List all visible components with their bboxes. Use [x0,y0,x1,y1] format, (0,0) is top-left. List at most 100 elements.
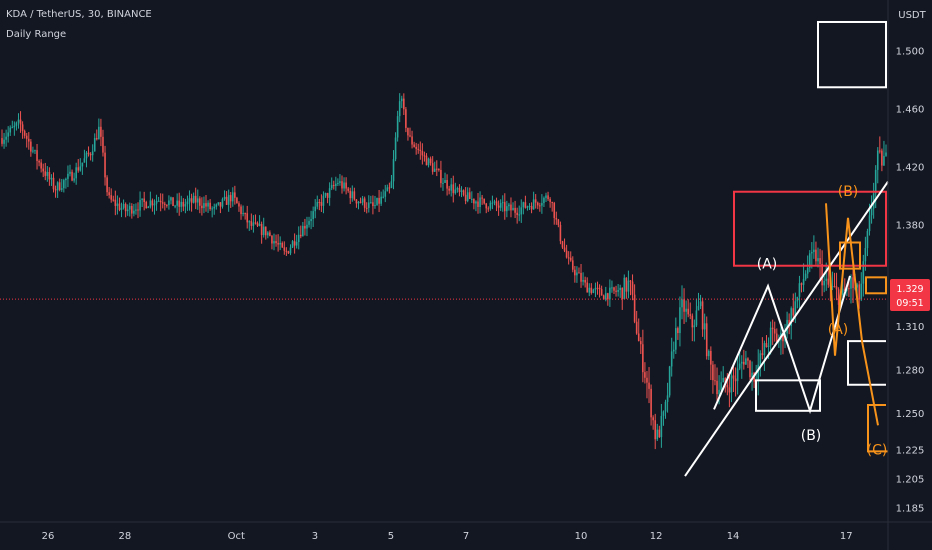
wave-path-white[interactable] [713,275,851,415]
candle [444,172,446,183]
indicator-label[interactable]: Daily Range [6,29,67,40]
candle [170,196,172,205]
candle [126,204,129,216]
candle [365,202,368,214]
candle [299,225,302,239]
candle [808,250,811,273]
orange-box-c[interactable] [867,404,888,453]
candle [850,274,852,304]
candle [180,195,183,213]
candle [497,200,500,216]
drawings-layer[interactable]: (A) (B) (B) (A) (C) [684,20,889,477]
candle [454,182,457,195]
candle [761,337,764,360]
candle [227,189,230,212]
candle [394,132,397,162]
candle [466,187,469,203]
candle [714,364,716,386]
candle [112,195,115,202]
candle [234,185,236,205]
orange-box-right[interactable] [865,276,887,295]
wave-label[interactable]: (C) [867,442,888,458]
price-tick-label: 1.185 [896,504,925,515]
target-zone[interactable] [817,20,887,89]
candle [551,201,553,212]
candle [802,263,805,292]
candle [302,221,304,237]
candle [314,199,317,219]
candle [3,132,5,149]
symbol-title[interactable]: KDA / TetherUS, 30, BINANCE [6,9,152,20]
price-tick-label: 1.310 [896,322,925,333]
candle [277,234,279,252]
candle [475,200,477,212]
candle [11,120,14,129]
candle [658,425,661,438]
candle [295,234,298,249]
candle [588,283,591,297]
candle [357,200,360,210]
candle [310,210,312,230]
candle [481,194,483,205]
price-tick-label: 1.500 [896,47,925,58]
trend-line[interactable] [684,181,889,477]
candle [326,192,329,204]
candle [36,143,38,170]
candle [46,166,49,182]
candle [102,129,104,157]
candle [285,247,288,256]
candle [120,202,123,218]
candle [196,189,199,210]
candle [703,313,706,340]
candle [359,197,362,204]
candle [324,192,327,198]
candle [104,145,106,186]
candle [532,191,535,210]
wave-label[interactable]: (A) [828,322,849,338]
candle [879,136,881,154]
candle [607,292,609,306]
candle [13,121,16,136]
candle [604,286,607,302]
candle [831,271,834,291]
candle [431,156,434,175]
candle [697,292,700,311]
wave-b-zone[interactable] [755,379,821,412]
candle [557,218,560,228]
wave-path-orange[interactable] [825,203,879,426]
candle [75,162,77,185]
support-zone[interactable] [847,340,886,386]
candle [400,95,403,109]
resistance-zone[interactable] [733,190,887,267]
candle [662,410,665,426]
candle [254,214,257,225]
candle [567,251,570,265]
candle [495,197,498,212]
wave-label[interactable]: (B) [801,428,822,444]
candle [186,195,189,211]
candle [675,317,677,354]
candle [65,177,67,189]
orange-box-b[interactable] [839,241,861,270]
candle [252,215,255,233]
wave-label[interactable]: (A) [757,257,778,273]
candle [503,193,506,220]
candle [499,199,502,212]
candle [153,199,156,215]
candle [598,284,601,298]
time-axis[interactable]: 26 28 Oct 3 5 7 10 12 14 17 [42,531,853,542]
candle [225,191,228,205]
candle [712,360,714,394]
candle [685,300,687,323]
candle [862,254,865,297]
candle [260,221,263,244]
candle [283,241,286,255]
time-tick-label: 5 [388,531,394,542]
candle [435,160,438,177]
candle [215,203,218,210]
wave-label[interactable]: (B) [838,184,859,200]
candle [796,296,799,309]
candle [27,132,30,150]
price-tick-label: 1.380 [896,221,925,232]
